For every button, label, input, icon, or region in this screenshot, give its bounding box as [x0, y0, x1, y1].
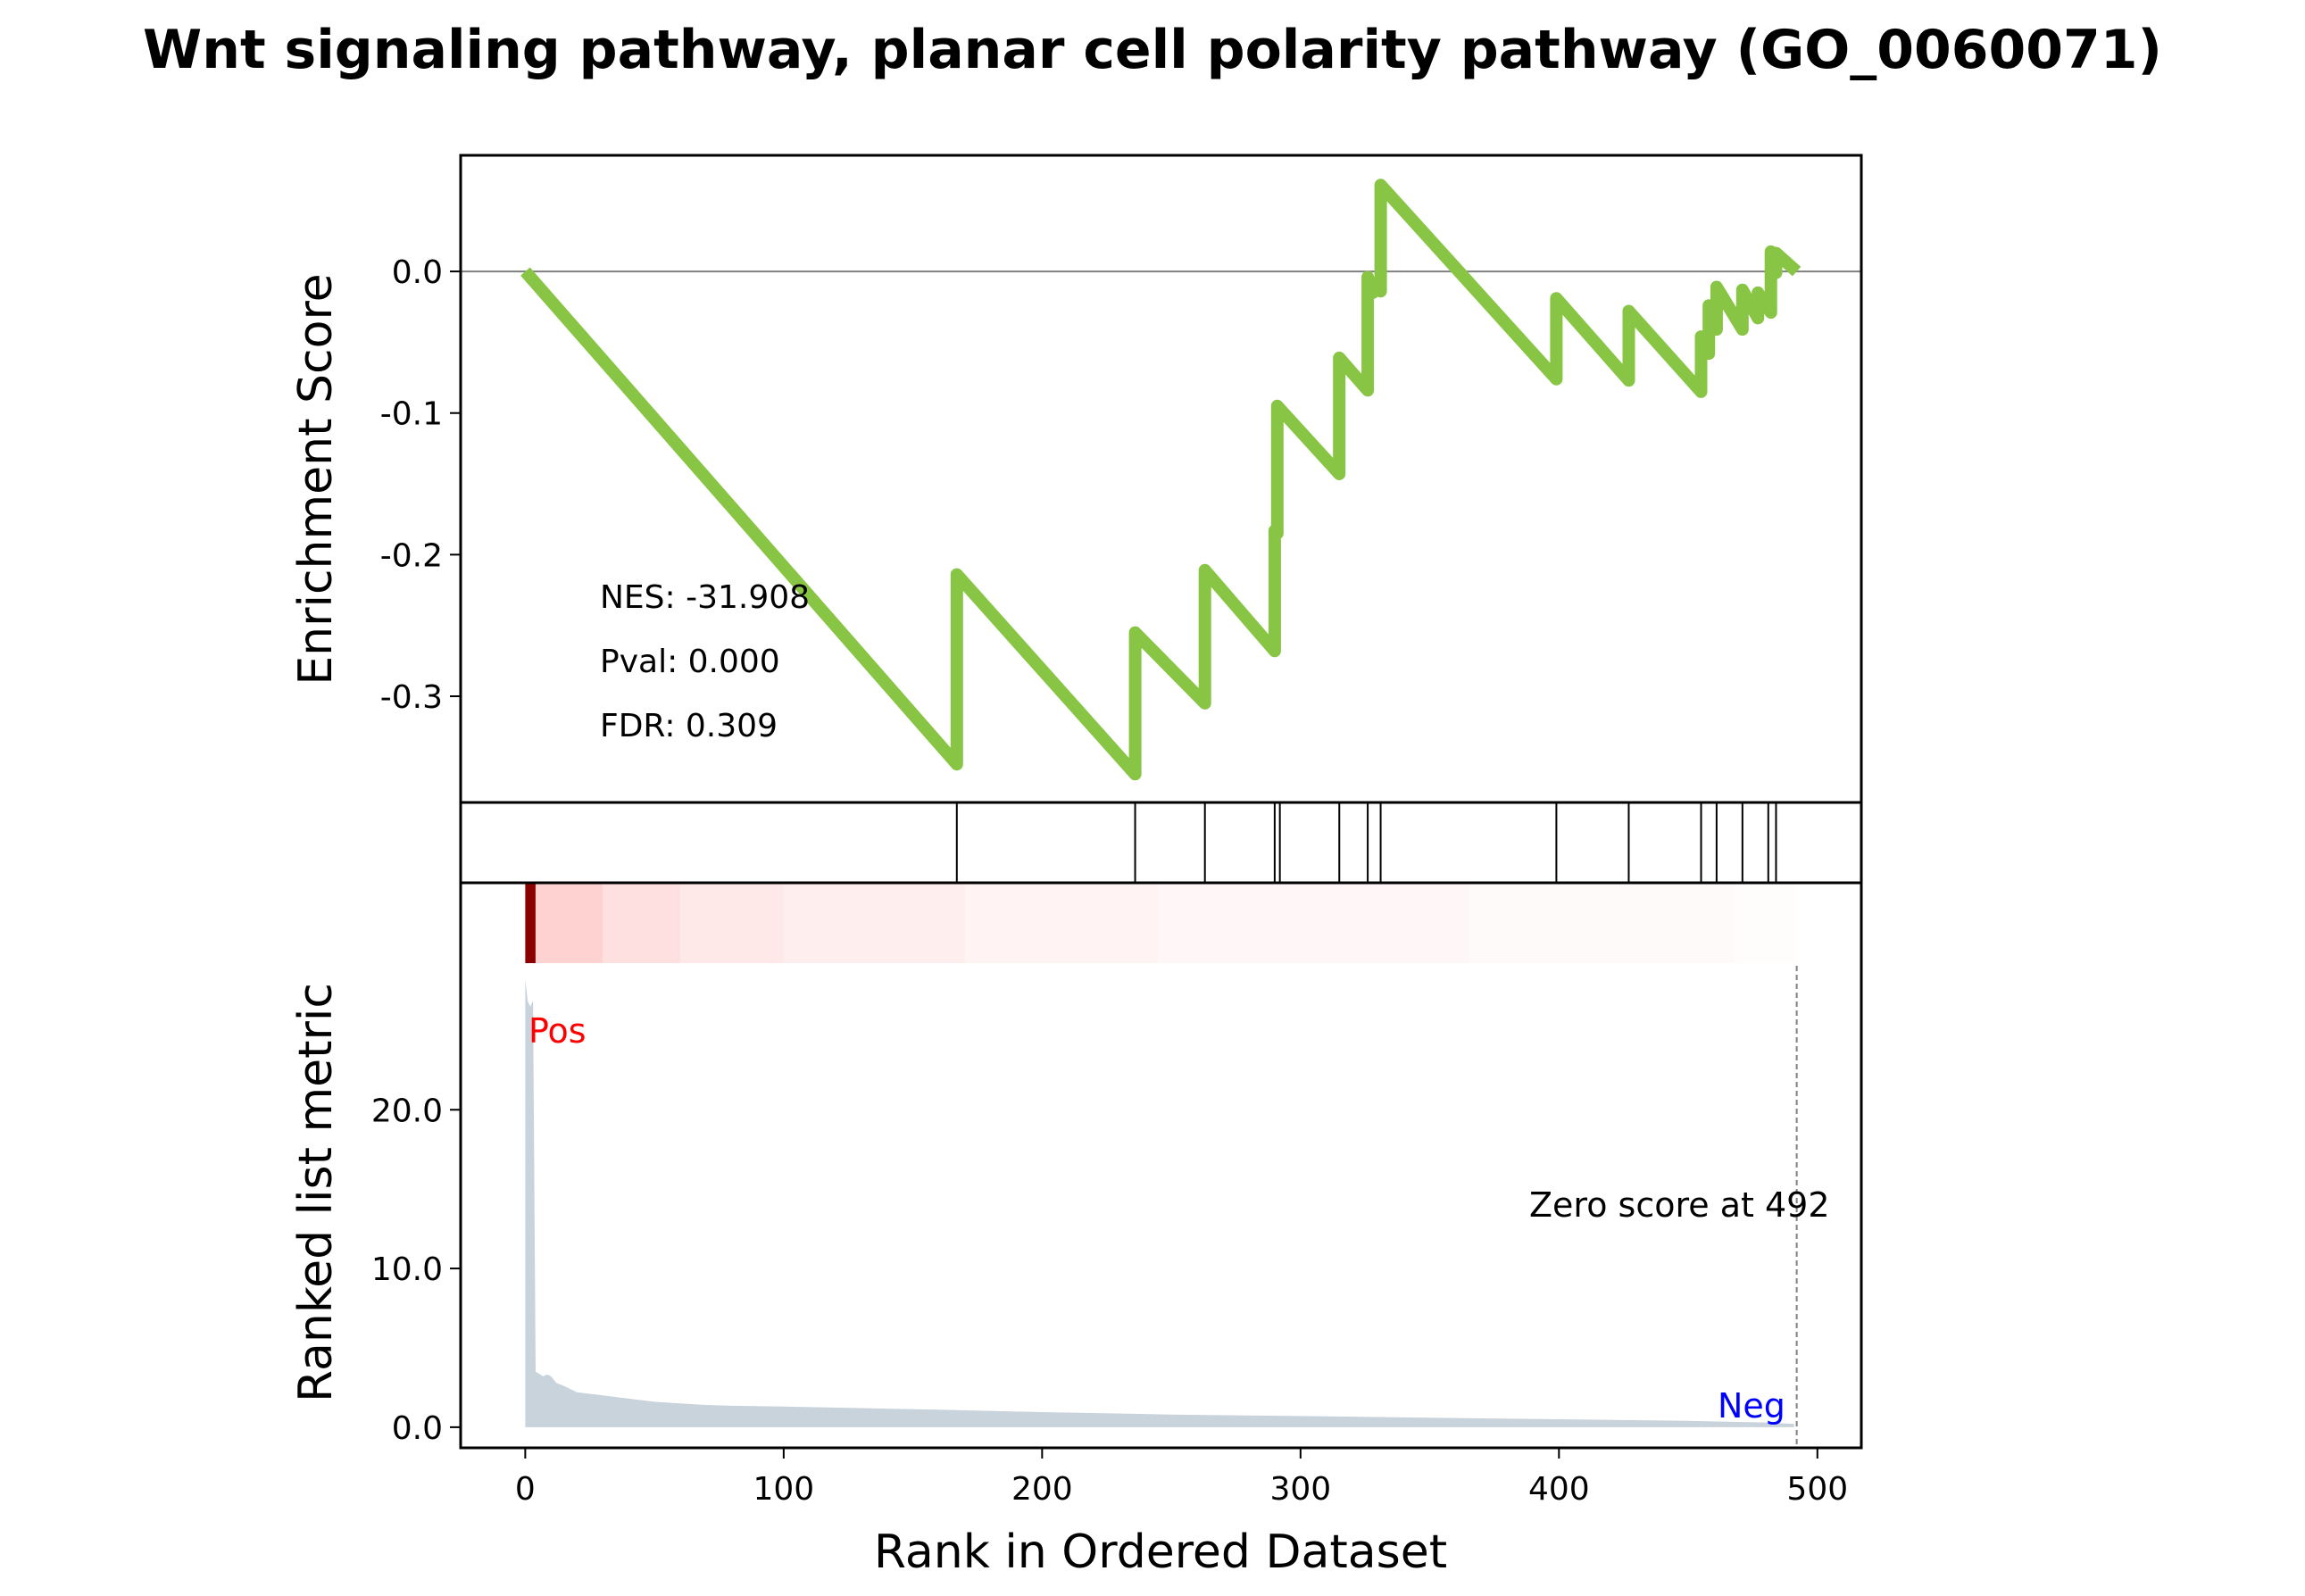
x-tick-label: 0 — [515, 1471, 536, 1508]
x-tick-label: 300 — [1269, 1471, 1331, 1508]
ranked-y-tick-label: 0.0 — [392, 1410, 443, 1447]
hits-panel — [459, 801, 1863, 885]
ranked-axes-frame — [459, 881, 1863, 1450]
heatmap-segment — [680, 883, 784, 963]
ranked-y-label: Ranked list metric — [289, 983, 343, 1402]
enrichment-y-tick-label: -0.2 — [380, 537, 443, 574]
enrichment-y-tick-label: -0.1 — [380, 396, 443, 433]
ranked-metric-panel: Pos Neg Zero score at 492 0.0 10.0 20.0 Ra… — [289, 881, 1863, 1450]
fdr-annotation: FDR: 0.309 — [600, 708, 778, 744]
x-axis-label: Rank in Ordered Dataset — [874, 1525, 1447, 1579]
chart-title: Wnt signaling pathway, planar cell polar… — [143, 19, 2162, 81]
x-tick-label: 500 — [1786, 1471, 1848, 1508]
rank-heatmap-strip — [525, 883, 1797, 963]
ranked-metric-y-ticks: 0.0 10.0 20.0 — [371, 1093, 461, 1447]
enrichment-score-line — [520, 179, 1802, 781]
heatmap-segment — [535, 883, 603, 963]
enrichment-y-label: Enrichment Score — [289, 273, 343, 685]
enrichment-y-tick-label: -0.3 — [380, 679, 443, 716]
x-tick-label: 400 — [1528, 1471, 1590, 1508]
x-tick-label: 200 — [1011, 1471, 1073, 1508]
heatmap-segment — [603, 883, 681, 963]
heatmap-segment — [783, 883, 965, 963]
enrichment-y-tick-label: 0.0 — [392, 254, 443, 291]
zero-score-label: Zero score at 492 — [1529, 1185, 1830, 1225]
neg-label: Neg — [1718, 1386, 1785, 1426]
gene-hit-markers — [955, 802, 1777, 883]
enrichment-axes-frame — [459, 154, 1863, 804]
heatmap-segment — [1158, 883, 1469, 963]
enrichment-panel: 0.0 -0.1 -0.2 -0.3 NES: -31.908 Pval: 0.000… — [289, 154, 1863, 804]
ranked-y-tick-label: 10.0 — [371, 1251, 443, 1288]
ranked-y-tick-label: 20.0 — [371, 1093, 443, 1129]
x-axis-ticks: 0 100 200 300 400 500 — [515, 1448, 1848, 1508]
nes-annotation: NES: -31.908 — [600, 579, 810, 616]
pos-label: Pos — [528, 1011, 587, 1051]
heatmap-segment — [525, 883, 536, 963]
heatmap-segment — [1468, 883, 1735, 963]
heatmap-segment — [964, 883, 1159, 963]
heatmap-segment — [1735, 883, 1797, 963]
hits-axes-frame — [459, 801, 1863, 885]
x-tick-label: 100 — [753, 1471, 814, 1508]
pval-annotation: Pval: 0.000 — [600, 644, 780, 680]
enrichment-y-ticks: 0.0 -0.1 -0.2 -0.3 — [380, 254, 461, 716]
